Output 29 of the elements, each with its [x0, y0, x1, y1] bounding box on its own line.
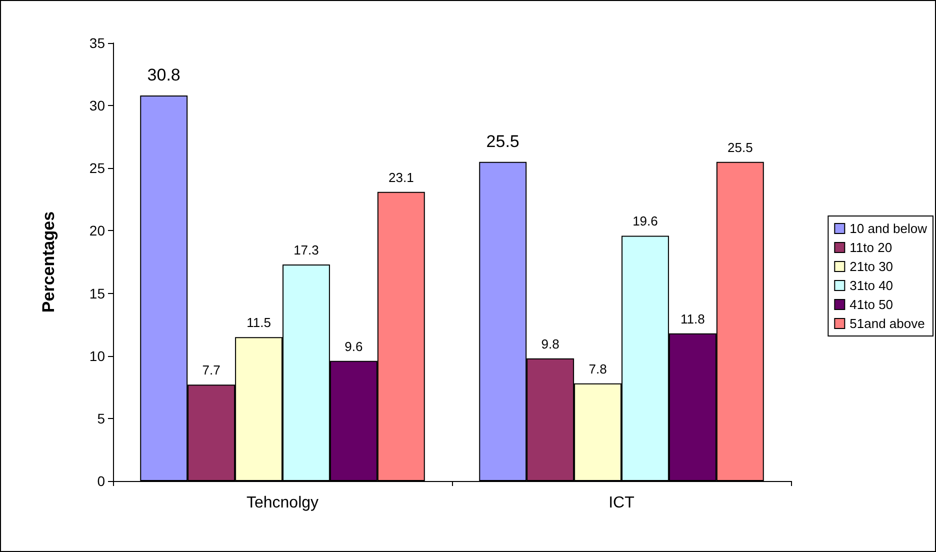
y-tick-label: 25: [89, 160, 106, 176]
data-label: 30.8: [147, 66, 180, 85]
data-label: 11.5: [246, 315, 271, 330]
legend-label: 31to 40: [850, 278, 894, 293]
y-axis-title: Percentages: [39, 211, 58, 313]
y-tick-label: 0: [97, 473, 106, 489]
legend-label: 21to 30: [850, 259, 894, 274]
y-tick-label: 35: [89, 35, 106, 51]
legend-label: 51and above: [850, 316, 925, 331]
data-label: 25.5: [486, 132, 520, 151]
data-label: 25.5: [727, 140, 753, 155]
y-tick-label: 10: [89, 348, 106, 364]
legend-label: 11to 20: [850, 240, 892, 255]
y-tick-label: 5: [97, 410, 106, 426]
data-label: 7.8: [588, 361, 607, 376]
legend-label: 10 and below: [850, 221, 928, 236]
data-label: 19.6: [632, 214, 658, 229]
data-label: 11.8: [680, 311, 705, 326]
data-label: 7.7: [202, 362, 220, 378]
x-tick-label: Tehcnolgy: [246, 494, 319, 512]
legend-label: 41to 50: [850, 297, 894, 312]
data-label: 9.8: [541, 336, 560, 352]
data-label: 9.6: [344, 338, 363, 354]
y-tick-label: 20: [89, 222, 106, 239]
data-label: 17.3: [294, 242, 319, 258]
y-tick-label: 30: [89, 98, 106, 114]
x-tick-label: ICT: [608, 494, 635, 512]
y-tick-label: 15: [89, 285, 106, 302]
data-label: 23.1: [388, 170, 414, 185]
